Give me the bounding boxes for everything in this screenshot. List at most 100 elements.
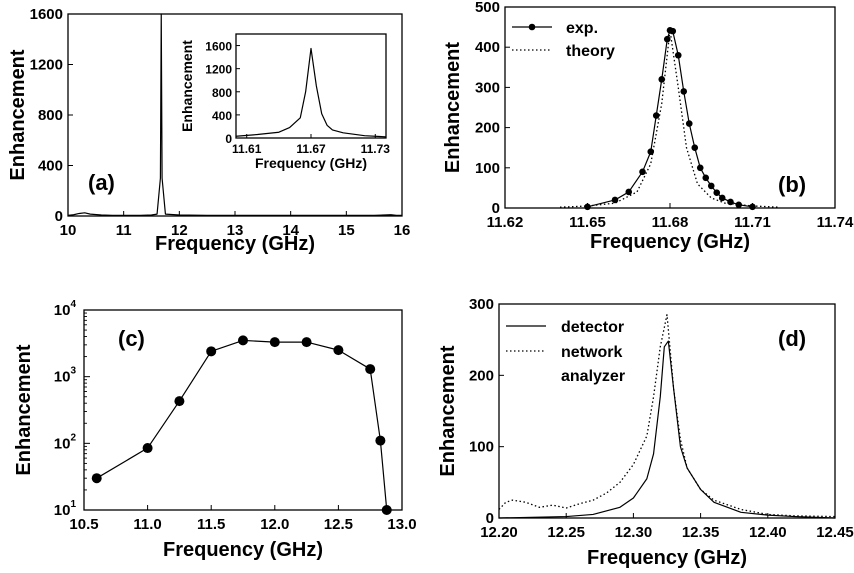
data-point — [238, 335, 248, 346]
exp-data-point — [584, 203, 591, 211]
x-tick-label: 12.40 — [749, 524, 787, 541]
y-tick-label: 0 — [486, 510, 494, 527]
exp-data-point — [691, 144, 699, 151]
exp-data-point — [713, 189, 721, 197]
data-point — [269, 337, 280, 348]
y-tick-base: 10 — [54, 435, 71, 452]
x-tick-label: 10.5 — [69, 516, 98, 533]
y-axis-label: Enhancement — [13, 344, 35, 475]
x-axis-label: Frequency (GHz) — [163, 539, 323, 561]
exp-data-point — [735, 201, 743, 209]
exp-data-point — [669, 27, 677, 35]
series-detector-line — [498, 340, 836, 519]
y-tick-label: 1200 — [205, 63, 232, 77]
y-tick-label: 1600 — [205, 40, 232, 54]
x-tick-label: 11.71 — [734, 214, 771, 231]
panel-label: (a) — [88, 170, 115, 195]
exp-data-point — [680, 88, 688, 95]
y-tick-base: 10 — [54, 369, 71, 386]
legend: detector network analyzer — [506, 319, 625, 385]
y-tick-label: 400 — [38, 158, 63, 175]
inset-series-line — [235, 47, 387, 138]
x-axis-label: Frequency (GHz) — [587, 547, 747, 569]
exp-data-point — [625, 188, 633, 196]
x-tick-label: 11 — [116, 222, 132, 239]
x-tick-label: 11.62 — [487, 214, 524, 231]
exp-data-point — [674, 51, 682, 59]
x-tick-label: 13 — [227, 222, 244, 239]
y-tick-label: 1200 — [30, 57, 63, 74]
data-point — [333, 345, 344, 356]
y-axis-label: Enhancement — [7, 49, 29, 180]
exp-data-point — [663, 35, 671, 43]
y-tick-exponent: 3 — [70, 366, 76, 377]
y-tick-exponent: 1 — [70, 499, 76, 510]
y-tick-label: 200 — [475, 120, 500, 137]
x-tick-label: 12.25 — [547, 524, 585, 541]
inset-x-axis-label: Frequency (GHz) — [255, 155, 367, 171]
exp-data-point — [658, 76, 666, 83]
panel-label: (b) — [778, 172, 806, 197]
y-tick-label: 0 — [225, 132, 232, 146]
data-point — [91, 473, 102, 484]
data-point — [142, 443, 153, 454]
legend-network-analyzer-label-line2: analyzer — [561, 368, 625, 385]
y-tick-label: 300 — [469, 296, 494, 313]
x-tick-label: 11.5 — [197, 516, 225, 533]
x-tick-label: 15 — [338, 222, 355, 239]
legend-network-analyzer-label: network — [561, 344, 622, 361]
y-tick-label: 101 — [54, 499, 77, 519]
series-line — [96, 339, 388, 511]
panel-a: 10 11 12 13 14 15 16 0 400 800 1200 1600 Frequency (… — [7, 6, 410, 255]
exp-data-point — [727, 198, 734, 206]
y-tick-label: 103 — [54, 366, 77, 386]
panel-label: (d) — [778, 326, 806, 351]
y-tick-label: 800 — [212, 86, 232, 100]
exp-data-point — [749, 203, 756, 211]
y-tick-label: 102 — [54, 432, 77, 452]
y-axis-label: Enhancement — [442, 42, 464, 173]
panel-b: 11.62 11.65 11.68 11.71 11.74 0 100 200 300 400 50… — [442, 0, 854, 253]
y-tick-label: 500 — [475, 0, 500, 16]
panel-label: (c) — [118, 326, 145, 351]
y-tick-exponent: 2 — [70, 432, 76, 443]
data-point — [375, 435, 386, 446]
y-tick-label: 100 — [475, 160, 500, 177]
exp-data-point — [639, 168, 646, 176]
y-tick-label: 0 — [55, 208, 63, 225]
x-tick-label: 12.35 — [682, 524, 720, 541]
x-tick-label: 12.20 — [480, 524, 518, 541]
data-point — [206, 346, 217, 357]
panel-d: 12.20 12.25 12.30 12.35 12.40 12.45 0 100 200 300… — [437, 296, 854, 569]
x-axis-label: Frequency (GHz) — [155, 233, 315, 255]
x-tick-label: 12 — [171, 222, 188, 239]
x-tick-label: 10 — [60, 222, 77, 239]
y-axis-label: Enhancement — [437, 345, 459, 476]
legend-exp-label: exp. — [566, 20, 598, 37]
y-tick-label: 1600 — [30, 6, 63, 23]
x-tick-label: 11.67 — [296, 142, 326, 156]
series-line — [67, 13, 402, 216]
legend-detector-label: detector — [561, 319, 624, 336]
x-tick-label: 16 — [394, 222, 411, 239]
legend-theory-label: theory — [566, 43, 615, 60]
x-tick-label: 12.0 — [260, 516, 289, 533]
x-tick-label: 11.65 — [569, 214, 606, 231]
x-tick-label: 11.74 — [817, 214, 854, 231]
exp-data-point — [707, 182, 715, 190]
inset-y-axis-label: Enhancement — [179, 40, 195, 132]
x-tick-label: 12.5 — [324, 516, 353, 533]
y-tick-label: 400 — [475, 39, 500, 56]
exp-data-point — [718, 194, 726, 202]
exp-data-point — [647, 148, 655, 156]
y-tick-label: 800 — [38, 107, 63, 124]
legend-exp-marker — [528, 23, 536, 31]
plot-frame — [498, 303, 836, 519]
data-point — [381, 505, 392, 515]
inset-chart: 11.61 11.67 11.73 0 400 800 1200 1600 Frequency … — [179, 33, 390, 171]
y-tick-label: 104 — [54, 299, 77, 319]
x-tick-label: 12.30 — [615, 524, 653, 541]
exp-data-point — [652, 112, 660, 119]
x-axis-label: Frequency (GHz) — [590, 231, 750, 253]
exp-data-point — [611, 196, 619, 204]
